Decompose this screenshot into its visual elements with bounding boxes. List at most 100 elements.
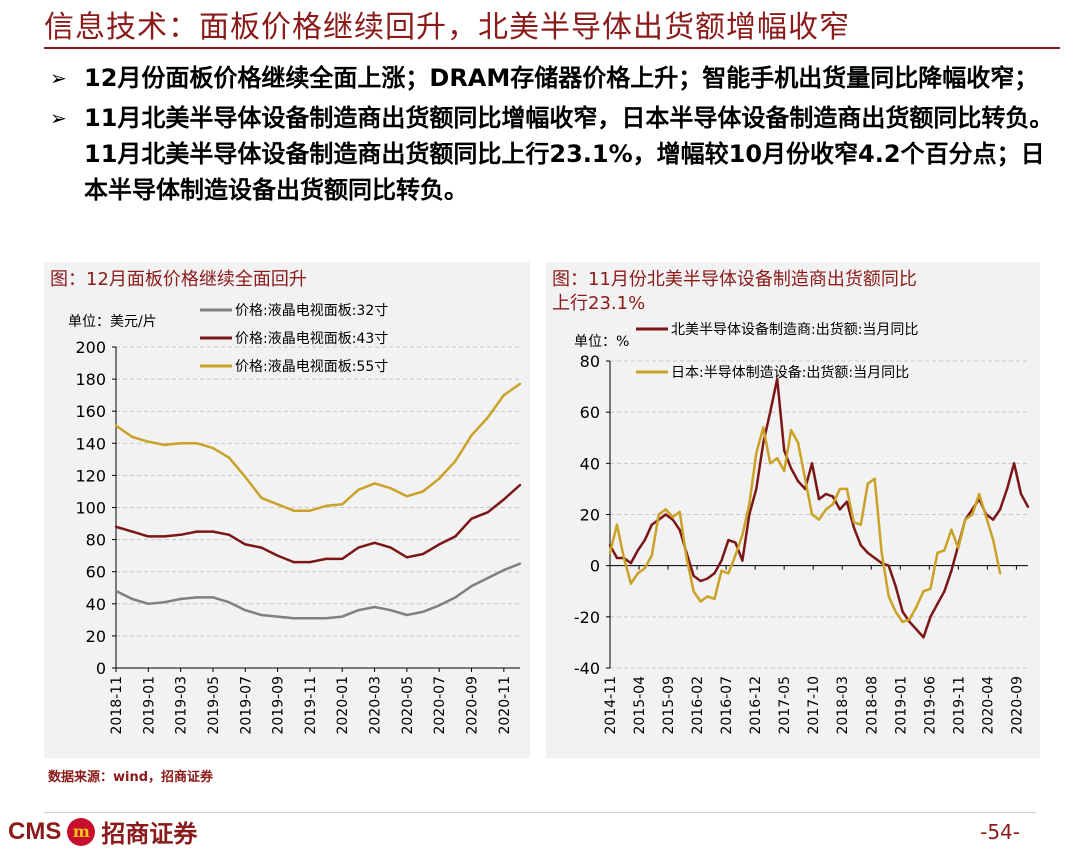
- data-point: [147, 535, 150, 538]
- data-point: [179, 442, 182, 445]
- data-point: [195, 442, 198, 445]
- data-point: [341, 503, 344, 506]
- data-point: [211, 530, 215, 533]
- data-point: [211, 446, 215, 450]
- data-point: [622, 556, 626, 560]
- data-point: [859, 544, 862, 547]
- data-point: [114, 589, 118, 593]
- series-line-2: [115, 484, 521, 564]
- x-tick-label: 2019-11: [951, 676, 967, 735]
- bullet-item-1: ➢ 12月份面板价格继续全面上涨；DRAM存储器价格上升；智能手机出货量同比降幅…: [50, 60, 1060, 96]
- data-point: [929, 587, 932, 590]
- data-point: [629, 582, 633, 585]
- data-point: [678, 528, 681, 532]
- data-point: [405, 495, 409, 498]
- left-chart-panel: 图：12月面板价格继续全面回升 单位：美元/片 0 20 40 60 80 100 120 1…: [44, 262, 530, 758]
- y-tick-label: 0: [96, 659, 106, 678]
- data-point: [950, 528, 953, 532]
- data-point: [341, 615, 344, 618]
- data-point: [852, 526, 856, 529]
- data-point: [755, 487, 758, 491]
- data-point: [324, 504, 328, 508]
- data-point: [776, 377, 779, 381]
- data-point: [762, 426, 765, 429]
- data-point: [470, 517, 473, 520]
- data-point: [373, 605, 376, 609]
- data-point: [782, 449, 786, 452]
- data-point: [502, 393, 506, 397]
- data-point: [502, 568, 506, 572]
- data-point: [260, 613, 263, 617]
- data-point: [964, 518, 967, 521]
- x-tick-label: 2020-09: [1009, 676, 1025, 735]
- x-tick-label: 2020-04: [980, 676, 996, 735]
- data-point: [692, 574, 695, 578]
- data-point: [470, 584, 473, 588]
- data-point: [769, 410, 772, 414]
- data-point: [324, 617, 328, 620]
- x-tick-label: 2019-01: [141, 676, 157, 735]
- data-point: [998, 572, 1002, 575]
- data-point: [734, 554, 737, 557]
- logo-mark-icon: m: [67, 817, 96, 846]
- data-point: [748, 513, 751, 516]
- data-point: [978, 492, 981, 496]
- data-point: [971, 513, 974, 516]
- data-point: [454, 596, 457, 599]
- left-chart-title: 图：12月面板价格继续全面回升: [50, 269, 307, 290]
- data-point: [130, 597, 134, 601]
- x-tick-label: 2016-07: [719, 676, 735, 735]
- data-point: [276, 615, 279, 618]
- data-point: [421, 490, 425, 493]
- y-tick-label: 140: [75, 434, 106, 453]
- data-point: [706, 595, 709, 598]
- right-chart-panel: 图：11月份北美半导体设备制造商出货额同比 上行23.1% 单位：% -40 -2…: [546, 262, 1040, 758]
- data-point: [852, 520, 856, 524]
- data-point: [720, 569, 723, 572]
- data-point: [950, 569, 953, 572]
- data-point: [195, 530, 198, 533]
- data-point: [713, 597, 716, 601]
- x-tick-label: 2016-02: [690, 676, 706, 735]
- data-point: [817, 497, 821, 501]
- data-point: [608, 551, 612, 555]
- data-point: [470, 434, 473, 437]
- data-point: [308, 509, 312, 512]
- data-point: [922, 636, 925, 639]
- data-point: [796, 480, 800, 483]
- data-point: [518, 382, 522, 386]
- data-point: [244, 609, 247, 612]
- data-point: [957, 546, 960, 549]
- data-point: [389, 609, 392, 612]
- x-tick-label: 2015-09: [661, 676, 677, 735]
- data-point: [915, 628, 918, 631]
- x-tick-label: 2019-09: [271, 676, 287, 735]
- data-point: [887, 595, 890, 598]
- y-tick-label: 60: [86, 563, 106, 582]
- data-point: [727, 538, 730, 542]
- data-point: [664, 508, 667, 511]
- x-tick-label: 2020-11: [497, 676, 513, 735]
- series-line-1: [608, 377, 1030, 639]
- x-tick-label: 2017-05: [777, 676, 793, 735]
- data-point: [615, 556, 619, 560]
- data-point: [1005, 487, 1009, 491]
- y-tick-label: 180: [75, 370, 106, 389]
- bullet-list: ➢ 12月份面板价格继续全面上涨；DRAM存储器价格上升；智能手机出货量同比降幅…: [50, 60, 1060, 212]
- logo-cn-text: 招商证券: [101, 820, 198, 848]
- data-point: [114, 424, 118, 427]
- data-point: [438, 604, 441, 607]
- data-point: [699, 579, 702, 583]
- x-tick-label: 2018-08: [864, 676, 880, 735]
- arrow-bullet-icon: ➢: [50, 106, 67, 130]
- data-point: [699, 600, 702, 603]
- data-point: [421, 610, 425, 614]
- data-point: [643, 538, 647, 542]
- left-unit-label: 单位：美元/片: [68, 314, 157, 330]
- data-point: [803, 487, 807, 491]
- data-point: [803, 477, 807, 480]
- y-tick-label: -20: [574, 608, 600, 627]
- data-point: [692, 590, 695, 593]
- data-point: [887, 564, 890, 567]
- x-tick-label: 2019-03: [174, 676, 190, 735]
